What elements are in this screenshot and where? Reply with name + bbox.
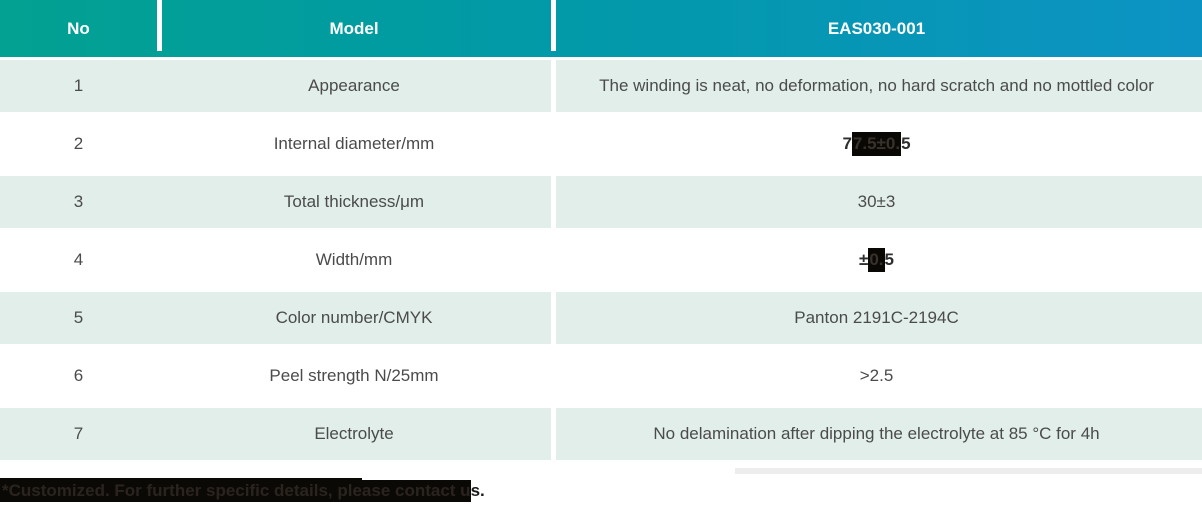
row-model: Appearance (308, 76, 400, 95)
header-cell-model: Model (329, 18, 379, 38)
row-model: Total thickness/μm (283, 192, 425, 211)
row-no: 3 (73, 192, 84, 211)
row-value: Panton 2191C-2194C (794, 308, 959, 327)
header-divider (157, 0, 162, 51)
spec-table: No Model EAS030-001 1 Appearance The win… (0, 0, 1202, 463)
row-value: ±0. 5 (551, 231, 1202, 289)
row-model: Electrolyte (314, 424, 394, 443)
table-header-row: No Model EAS030-001 (0, 0, 1202, 57)
column-divider (551, 112, 556, 176)
header-divider (551, 0, 556, 51)
value-fragment: ± (859, 250, 869, 269)
table-row: 2 Internal diameter/mm 7 7.5±0. 5 (0, 112, 1202, 176)
header-cell-no: No (67, 18, 90, 38)
footer-note: *Customized. For further specific detail… (0, 478, 485, 502)
value-fragment: 5 (884, 250, 894, 269)
table-row: 1 Appearance The winding is neat, no def… (0, 57, 1202, 115)
row-value: 30±3 (857, 192, 896, 211)
column-divider (551, 57, 556, 115)
column-divider (551, 405, 556, 463)
row-value: 7 7.5±0. 5 (551, 115, 1202, 173)
header-cell-model-value: EAS030-001 (827, 18, 926, 38)
value-fragment: 5 (901, 134, 911, 153)
column-divider (551, 173, 556, 231)
column-divider (551, 228, 556, 292)
redacted-value: 7.5±0. (851, 132, 902, 156)
column-divider (551, 289, 556, 347)
row-no: 1 (73, 76, 84, 95)
row-no: 5 (73, 308, 84, 327)
row-value: The winding is neat, no deformation, no … (599, 76, 1154, 95)
column-divider (551, 344, 556, 408)
row-no: 2 (73, 134, 84, 153)
row-model: Peel strength N/25mm (269, 366, 439, 385)
row-model: Internal diameter/mm (273, 134, 435, 153)
table-row: 6 Peel strength N/25mm >2.5 (0, 344, 1202, 408)
row-no: 6 (73, 366, 84, 385)
row-value: >2.5 (859, 366, 894, 385)
table-row: 5 Color number/CMYK Panton 2191C-2194C (0, 289, 1202, 347)
redacted-footer-text: ase contact u (361, 480, 471, 502)
row-model: Width/mm (315, 250, 393, 269)
row-no: 4 (73, 250, 84, 269)
row-value: No delamination after dipping the electr… (653, 424, 1100, 443)
footer-text-visible: s. (470, 481, 485, 500)
row-no: 7 (73, 424, 84, 443)
redacted-footer-text: *Customized. For further specific detail… (0, 478, 362, 502)
row-model: Color number/CMYK (275, 308, 433, 327)
table-row: 7 Electrolyte No delamination after dipp… (0, 405, 1202, 463)
redacted-value: 0. (868, 248, 885, 272)
value-fragment: 7 (842, 134, 852, 153)
bottom-gray-strip (735, 468, 1202, 474)
table-row: 4 Width/mm ±0. 5 (0, 228, 1202, 292)
table-row: 3 Total thickness/μm 30±3 (0, 173, 1202, 231)
